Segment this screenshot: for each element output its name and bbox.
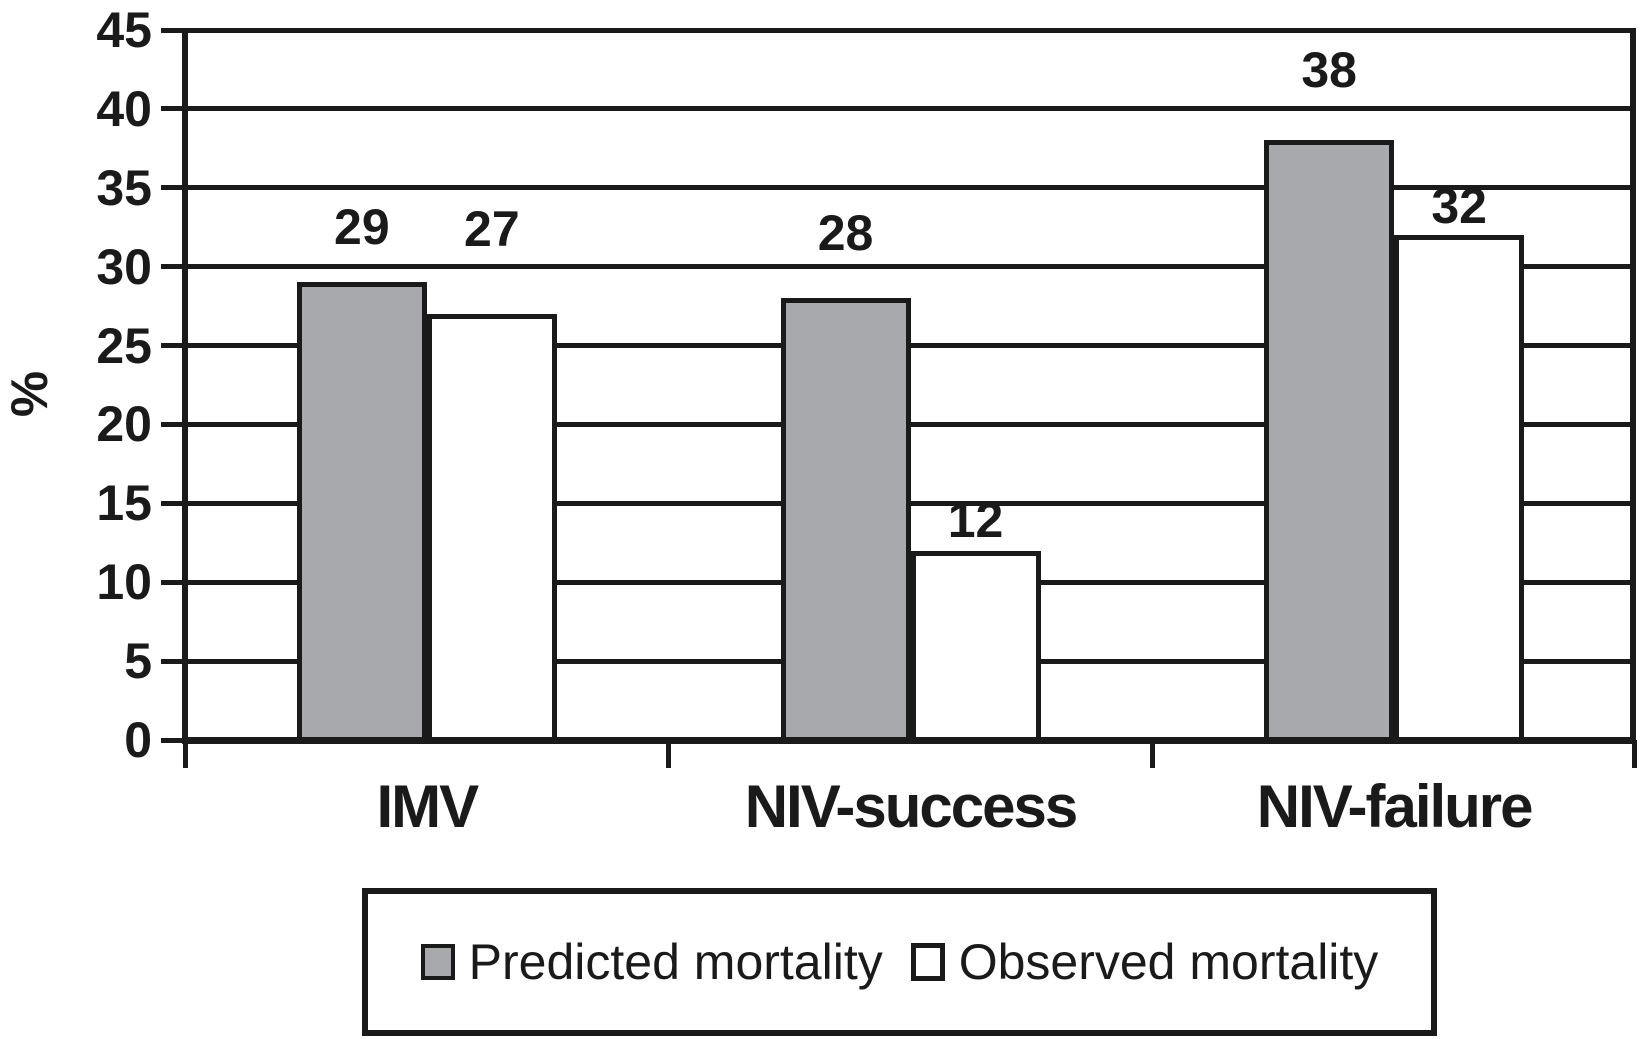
legend: Predicted mortality Observed mortality <box>362 888 1437 1036</box>
y-tick-label: 15 <box>96 475 152 532</box>
plot-right-border <box>1630 30 1636 744</box>
bar-value-label: 29 <box>334 199 390 256</box>
y-axis-tick <box>161 421 185 427</box>
y-axis-tick <box>161 106 185 112</box>
y-axis-line <box>182 30 188 744</box>
x-axis-line <box>185 736 1636 744</box>
legend-swatch-observed-mortality <box>910 943 945 981</box>
bar-value-label: 28 <box>817 205 874 262</box>
gridline <box>185 421 1636 427</box>
y-axis-tick <box>161 27 185 33</box>
y-axis-tick <box>161 500 185 506</box>
x-axis-tick <box>1631 740 1637 768</box>
y-tick-label: 30 <box>96 238 152 295</box>
bar-observed-imv <box>426 314 557 744</box>
plot-top-border <box>185 27 1636 33</box>
x-axis-tick <box>666 740 672 768</box>
x-category-label-niv-failure: NIV-failure <box>1256 773 1534 840</box>
legend-label-predicted-mortality: Predicted mortality <box>468 934 883 990</box>
y-tick-label: 45 <box>96 2 152 58</box>
bar-value-label: 12 <box>947 491 1004 548</box>
gridline <box>185 264 1636 270</box>
gridline <box>185 185 1636 191</box>
y-tick-label: 20 <box>96 396 152 453</box>
bar-value-label: 27 <box>464 201 520 257</box>
bar-predicted-imv <box>296 282 427 744</box>
bar-predicted-niv-success <box>780 298 911 744</box>
y-tick-label: 35 <box>96 159 152 216</box>
y-axis-tick <box>161 737 185 743</box>
y-axis-tick <box>161 185 185 191</box>
x-axis-tick <box>1149 740 1155 768</box>
y-tick-label: 40 <box>96 80 152 137</box>
y-axis-tick <box>161 658 185 664</box>
bar-value-label: 38 <box>1301 42 1357 99</box>
legend-label-observed-mortality: Observed mortality <box>958 934 1379 990</box>
x-category-label-niv-success: NIV-success <box>744 773 1079 840</box>
y-tick-label: 0 <box>124 712 152 768</box>
bar-value-label: 32 <box>1431 178 1487 235</box>
bar-observed-niv-success <box>910 550 1041 744</box>
legend-swatch-predicted-mortality <box>420 944 455 980</box>
x-category-label-imv: IMV <box>376 773 479 840</box>
y-axis-tick <box>161 343 185 349</box>
y-tick-label: 5 <box>124 633 152 690</box>
y-axis-tick <box>161 579 185 585</box>
y-tick-label: 25 <box>96 317 152 374</box>
y-axis-tick <box>161 264 185 270</box>
gridline <box>185 343 1636 349</box>
x-axis-tick <box>182 740 188 768</box>
bar-predicted-niv-failure <box>1264 140 1395 744</box>
gridline <box>185 500 1636 506</box>
y-tick-label: 10 <box>96 554 152 611</box>
gridline <box>185 106 1636 112</box>
bar-observed-niv-failure <box>1394 235 1525 744</box>
